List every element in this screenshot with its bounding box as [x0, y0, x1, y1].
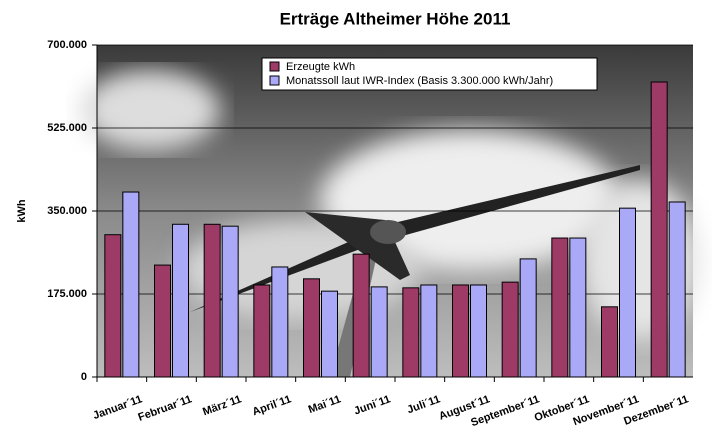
bar: [253, 284, 271, 378]
x-tick-label: Mai´11: [307, 393, 343, 416]
bar: [668, 201, 686, 378]
y-tick-label: 0: [81, 371, 87, 383]
bar: [352, 253, 370, 378]
bar: [452, 284, 469, 378]
x-tick-label: Januar´11: [91, 393, 143, 422]
bar: [203, 223, 221, 378]
y-axis-label: kWh: [16, 199, 28, 223]
bar: [569, 237, 587, 378]
bar: [172, 223, 189, 378]
bar: [402, 287, 420, 378]
bar: [303, 278, 320, 378]
x-tick-label: Juli´11: [406, 393, 442, 416]
bar: [221, 225, 239, 378]
bar: [619, 207, 636, 378]
bar: [321, 290, 338, 378]
legend-box: [261, 57, 598, 91]
x-tick-label: Juni´11: [352, 393, 392, 417]
bar: [470, 284, 487, 378]
bar: [601, 306, 618, 378]
bar: [154, 264, 171, 378]
legend-label: Erzeugte kWh: [286, 61, 355, 73]
y-tick-label: 525.000: [47, 122, 87, 134]
bar: [551, 237, 569, 378]
x-tick-label: Februar´11: [137, 393, 194, 424]
legend-swatch: [269, 61, 280, 72]
chart-title: Erträge Altheimer Höhe 2011: [280, 9, 511, 28]
bar: [271, 266, 289, 378]
y-tick-label: 175.000: [47, 288, 87, 300]
bar: [122, 191, 140, 378]
bar: [370, 286, 388, 378]
bar: [104, 234, 122, 378]
bar: [650, 81, 668, 378]
y-tick-label: 350.000: [47, 205, 87, 217]
bar: [519, 258, 537, 378]
bar: [501, 281, 519, 378]
y-tick-label: 700.000: [47, 39, 87, 51]
x-tick-label: April´11: [251, 393, 293, 418]
bar: [420, 284, 438, 378]
legend: [261, 57, 598, 91]
legend-label: Monatssoll laut IWR-Index (Basis 3.300.0…: [286, 75, 553, 87]
legend-swatch: [269, 75, 280, 86]
x-tick-label: März´11: [201, 393, 243, 418]
